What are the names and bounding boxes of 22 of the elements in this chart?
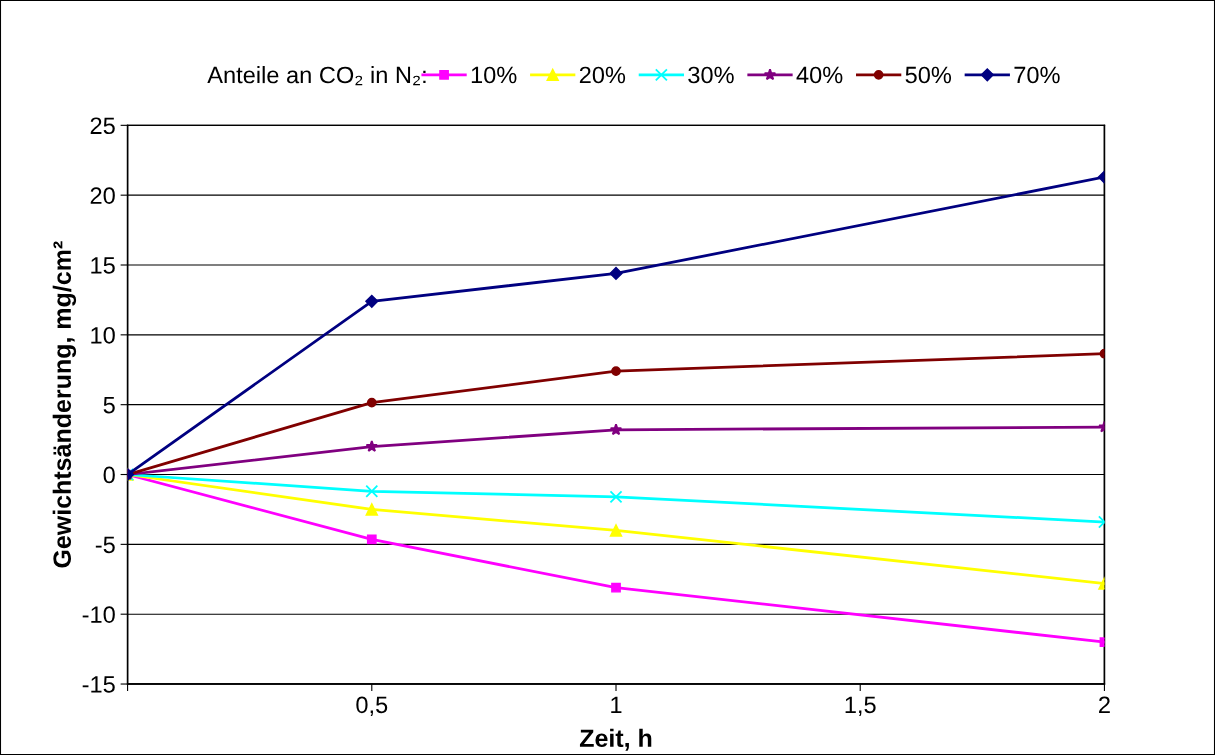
y-tick-label: 15 (91, 257, 115, 274)
legend-label: 10% (471, 66, 517, 84)
legend-label: 40% (796, 66, 843, 84)
legend-label: 50% (905, 66, 952, 84)
x-tick-label: 2 (1099, 696, 1110, 713)
y-tick-label: 10 (91, 326, 115, 344)
legend-label: 70% (1014, 66, 1060, 84)
legend-label: 30% (688, 66, 734, 84)
legend-title: Anteile an CO₂ in N₂: (207, 66, 426, 86)
y-axis-title: Gewichtsänderung, mg/cm² (52, 241, 77, 568)
y-tick-label: 25 (90, 117, 115, 135)
y-tick-label: 20 (90, 187, 115, 204)
x-tick-label: 1,5 (845, 696, 876, 716)
y-tick-label: -10 (82, 606, 115, 623)
legend-label: 20% (579, 66, 626, 84)
y-tick-label: -5 (95, 536, 115, 554)
x-axis-title: Zeit, h (579, 728, 652, 751)
y-tick-label: 5 (103, 396, 115, 414)
y-tick-label: 0 (103, 466, 115, 484)
y-tick-label: -15 (82, 676, 115, 693)
x-tick-label: 0,5 (356, 696, 388, 716)
x-tick-label: 1 (611, 696, 622, 713)
